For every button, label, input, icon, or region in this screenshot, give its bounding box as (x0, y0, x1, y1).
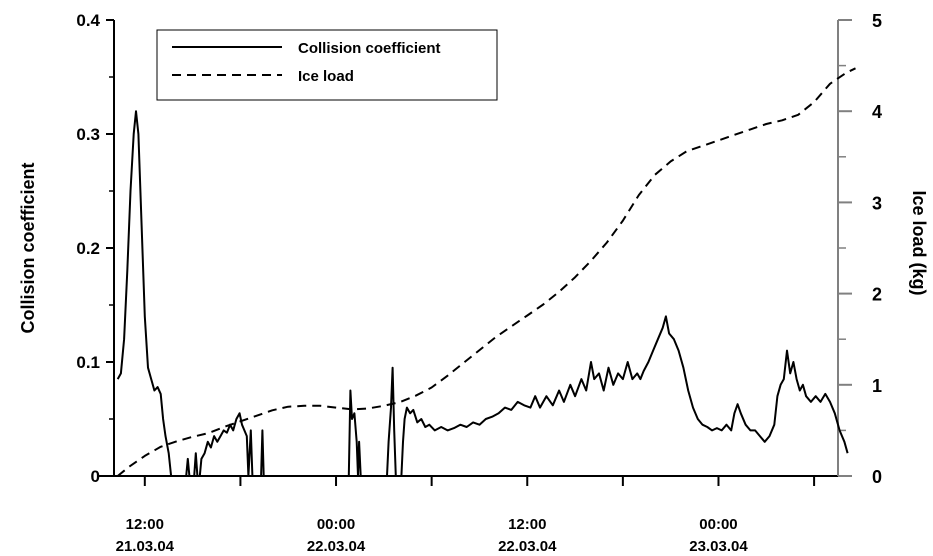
right-tick-label: 5 (872, 11, 882, 31)
legend-label-ice: Ice load (298, 68, 354, 85)
right-axis-ticks: 0 1 2 3 4 5 (838, 11, 882, 487)
left-tick-label: 0.3 (76, 125, 100, 144)
legend-label-collision: Collision coefficient (298, 40, 441, 57)
right-tick-label: 2 (872, 285, 882, 305)
y-left-axis-label: Collision coefficient (18, 162, 38, 333)
right-tick-label: 0 (872, 467, 882, 487)
x-tick-label-time: 12:00 (126, 516, 164, 533)
legend: Collision coefficient Ice load (156, 29, 498, 101)
x-axis-ticks: 12:00 21.03.04 00:00 22.03.04 12:00 22.03.04 0… (116, 476, 816, 555)
x-tick-label-date: 23.03.04 (689, 538, 748, 555)
right-tick-label: 4 (872, 102, 882, 122)
right-tick-label: 3 (872, 193, 882, 213)
x-tick-label-time: 00:00 (699, 516, 737, 533)
collision-coefficient-line (116, 110, 849, 477)
x-tick-label-time: 12:00 (508, 516, 546, 533)
x-tick-label-date: 21.03.04 (116, 538, 175, 555)
x-tick-label-date: 22.03.04 (498, 538, 557, 555)
series-layer (116, 67, 856, 477)
left-tick-label: 0 (91, 467, 100, 486)
left-axis-ticks: 0 0.1 0.2 0.3 0.4 (76, 11, 114, 486)
left-tick-label: 0.1 (76, 353, 100, 372)
x-tick-label-time: 00:00 (317, 516, 355, 533)
left-tick-label: 0.2 (76, 239, 100, 258)
ice-load-line (117, 67, 856, 477)
y-right-axis-label: Ice load (kg) (909, 190, 929, 295)
legend-box (156, 29, 498, 101)
x-tick-label-date: 22.03.04 (307, 538, 366, 555)
right-tick-label: 1 (872, 376, 882, 396)
left-tick-label: 0.4 (76, 11, 100, 30)
